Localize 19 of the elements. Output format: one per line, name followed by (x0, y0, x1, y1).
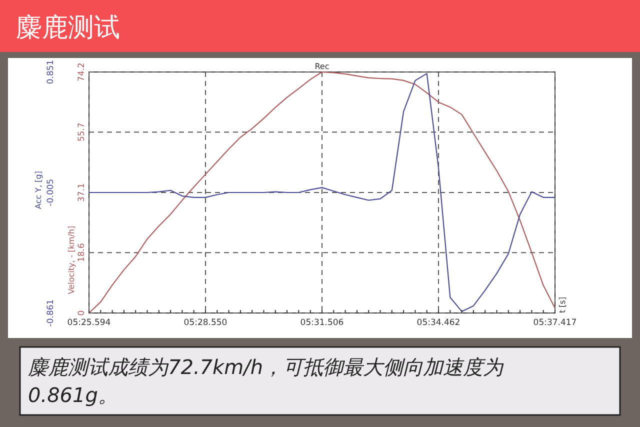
chart-title: 麋鹿测试 (16, 13, 120, 43)
x-tick-label: 05:31.506 (300, 318, 344, 328)
y-tick-label: 0 (77, 310, 87, 316)
y2-tick-label: -0.005 (46, 178, 56, 206)
y-tick-label: 37.1 (77, 183, 87, 202)
y-tick-label: 18.6 (77, 243, 87, 262)
x-tick-label: 05:37.417 (533, 318, 577, 328)
x-tick-label: 05:34.462 (416, 318, 460, 328)
x-tick-label: 05:25.594 (67, 318, 111, 328)
y2-tick-label: 0.851 (46, 60, 56, 84)
y2-tick-label: -0.861 (46, 299, 56, 327)
y2-axis-title: Acc Y, [g] (34, 171, 43, 209)
text: t [s] (558, 296, 567, 313)
y-tick-label: 55.7 (77, 122, 87, 142)
y-tick-label: 74.2 (77, 62, 87, 82)
y-axis-title: Velocity, - [km/h] (67, 226, 76, 294)
text: 麋鹿测试成绩为72.7km/h，可抵御最大侧向加速度为0.861g。 (28, 355, 504, 407)
text: Rec (314, 62, 330, 71)
x-tick-label: 05:28.550 (184, 318, 228, 328)
